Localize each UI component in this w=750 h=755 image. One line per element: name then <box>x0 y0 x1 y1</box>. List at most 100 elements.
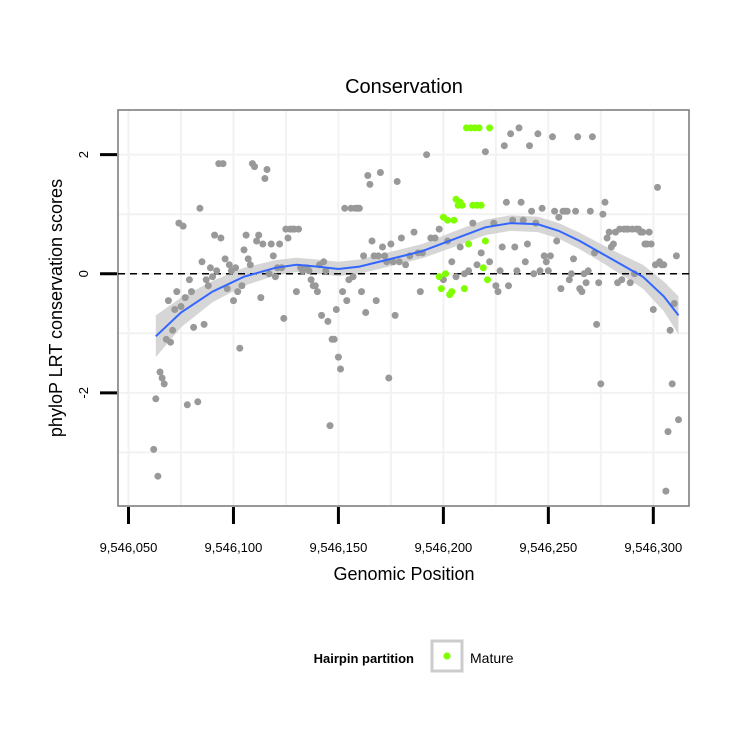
data-point <box>366 180 374 188</box>
data-point <box>185 276 193 284</box>
data-point <box>379 243 386 251</box>
data-point <box>219 160 227 168</box>
y-tick-label: 0 <box>76 270 91 277</box>
data-point <box>521 258 529 266</box>
data-point <box>387 240 395 248</box>
data-point <box>507 130 515 138</box>
data-point <box>666 326 674 334</box>
data-point <box>362 309 370 316</box>
data-point <box>675 416 682 424</box>
data-point <box>626 279 634 287</box>
data-point <box>251 163 258 171</box>
data-point <box>173 288 181 296</box>
data-point <box>374 252 382 260</box>
data-point <box>381 252 389 260</box>
data-point <box>284 234 292 242</box>
data-point <box>393 178 401 185</box>
data-point <box>544 267 552 275</box>
data-point <box>654 183 661 191</box>
data-point <box>395 258 403 266</box>
data-point <box>572 207 580 215</box>
legend-entry-mature: Mature <box>470 650 514 666</box>
data-point <box>402 261 410 269</box>
data-point <box>431 234 439 242</box>
mature-point <box>477 201 485 209</box>
mature-point <box>450 216 458 224</box>
x-axis-label: Genomic Position <box>333 564 474 584</box>
data-point <box>557 285 565 293</box>
data-point <box>267 240 275 248</box>
legend-title: Hairpin partition <box>314 651 414 666</box>
data-point <box>423 151 431 159</box>
y-axis: -2 0 2 <box>76 151 117 399</box>
data-point <box>150 445 158 453</box>
data-point <box>477 249 485 257</box>
data-point <box>324 317 332 325</box>
data-point <box>320 258 328 266</box>
data-point <box>372 297 380 305</box>
data-point <box>230 297 237 305</box>
data-point <box>160 380 168 388</box>
data-point <box>236 344 244 352</box>
data-point <box>343 297 351 305</box>
chart-title: Conservation <box>345 76 463 98</box>
data-point <box>280 314 288 322</box>
data-point <box>639 228 647 236</box>
x-tick-label: 9,546,100 <box>205 540 263 555</box>
data-point <box>452 273 460 281</box>
data-point <box>259 240 267 248</box>
y-tick-label: 2 <box>76 151 91 158</box>
data-point <box>534 130 542 138</box>
data-point <box>670 300 678 307</box>
mature-point <box>481 237 489 245</box>
data-point <box>595 279 603 287</box>
data-point <box>263 166 271 173</box>
data-point <box>511 243 519 251</box>
data-point <box>204 282 212 290</box>
data-point <box>181 294 189 302</box>
data-point <box>255 231 263 239</box>
data-point <box>668 380 676 388</box>
data-point <box>232 264 240 272</box>
data-point <box>292 288 300 296</box>
mature-point <box>437 285 445 293</box>
data-point <box>578 288 586 296</box>
data-point <box>618 276 626 284</box>
data-point <box>257 294 265 302</box>
data-point <box>221 255 229 263</box>
mature-point <box>442 270 449 278</box>
data-point <box>240 246 248 254</box>
data-point <box>597 380 605 388</box>
data-point <box>276 240 284 248</box>
data-point <box>456 243 464 251</box>
data-point <box>523 240 531 248</box>
data-point <box>318 311 326 319</box>
mature-point <box>465 240 473 248</box>
data-point <box>169 326 177 334</box>
smooth-line <box>155 222 680 338</box>
data-point <box>397 234 405 242</box>
data-point <box>538 204 546 212</box>
data-point <box>271 273 279 281</box>
data-point <box>339 288 347 296</box>
data-point <box>334 353 342 361</box>
data-point <box>603 234 611 242</box>
data-point <box>494 288 502 296</box>
data-point <box>238 282 246 290</box>
data-point <box>269 252 277 260</box>
data-point <box>502 198 510 206</box>
data-point <box>188 288 195 296</box>
data-point <box>217 234 225 242</box>
data-point <box>647 240 655 248</box>
mature-point <box>448 288 456 296</box>
data-point <box>341 204 349 212</box>
data-point <box>261 175 269 182</box>
data-point <box>183 401 191 409</box>
legend: Hairpin partition Mature <box>314 639 514 673</box>
data-point <box>448 258 456 266</box>
data-point <box>364 172 372 179</box>
data-point <box>609 240 617 248</box>
x-tick-label: 9,546,050 <box>100 540 158 555</box>
data-point <box>546 252 554 260</box>
data-point <box>519 216 527 224</box>
